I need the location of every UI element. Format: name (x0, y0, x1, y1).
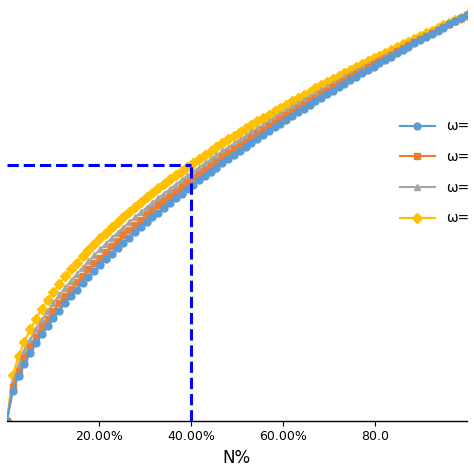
ω= (4, 418, 10, 424)
ω= (278, 121, 283, 127)
ω= (464, 12, 469, 18)
ω= (319, 88, 324, 93)
ω= (278, 105, 283, 111)
ω= (411, 38, 417, 44)
X-axis label: N%: N% (223, 449, 251, 467)
ω= (301, 102, 307, 108)
ω= (319, 82, 324, 88)
Line: ω=: ω= (3, 11, 470, 424)
ω= (4, 418, 10, 424)
ω= (301, 106, 307, 111)
ω= (319, 91, 324, 97)
Line: ω=: ω= (3, 11, 470, 424)
ω= (301, 92, 307, 98)
ω= (208, 169, 213, 175)
ω= (208, 156, 213, 162)
ω= (278, 111, 283, 117)
ω= (411, 36, 417, 42)
ω= (4, 418, 10, 424)
ω= (301, 98, 307, 103)
ω= (411, 41, 417, 46)
ω= (411, 39, 417, 45)
Legend: ω=, ω=, ω=, ω=: ω=, ω=, ω=, ω= (400, 119, 469, 226)
ω= (208, 148, 213, 154)
ω= (464, 12, 469, 18)
ω= (208, 163, 213, 169)
ω= (319, 95, 324, 100)
ω= (283, 102, 289, 108)
Line: ω=: ω= (3, 11, 470, 424)
ω= (464, 12, 469, 18)
ω= (283, 117, 289, 123)
ω= (278, 116, 283, 122)
ω= (283, 108, 289, 114)
ω= (283, 112, 289, 118)
ω= (464, 12, 469, 18)
ω= (4, 418, 10, 424)
Line: ω=: ω= (3, 11, 470, 424)
